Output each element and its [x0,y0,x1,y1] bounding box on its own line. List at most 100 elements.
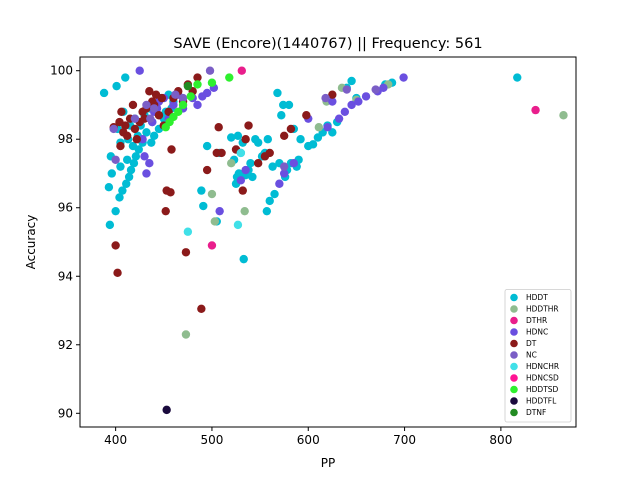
data-point-0-47 [227,133,236,142]
data-point-5-6 [171,90,180,99]
data-point-10-0 [183,81,193,91]
x-axis-label: PP [321,456,335,470]
data-point-3-28 [334,114,344,123]
data-point-4-15 [140,114,149,123]
data-point-3-11 [169,100,178,110]
data-point-2-1 [237,66,246,75]
data-point-0-19 [126,165,136,175]
legend-label-6: HDNCHR [526,362,559,371]
data-point-4-32 [181,248,191,257]
data-point-0-71 [277,111,286,120]
data-point-2-0 [207,241,217,250]
data-point-4-10 [128,100,138,110]
data-point-0-55 [239,254,248,264]
y-tick-label-3: 96 [58,201,73,215]
data-point-0-68 [270,189,279,199]
data-point-5-8 [205,66,215,75]
data-point-4-21 [154,111,164,120]
data-point-3-30 [347,100,356,110]
data-point-2-2 [531,105,540,115]
data-point-0-59 [248,172,257,182]
data-point-4-42 [238,186,247,195]
data-point-4-7 [121,121,130,130]
data-point-8-3 [174,107,183,117]
data-point-0-42 [197,186,206,195]
x-tick-label-1: 500 [200,433,223,447]
data-point-5-11 [342,85,351,94]
data-point-4-51 [328,90,337,99]
legend-label-3: HDNC [526,328,548,337]
data-point-4-8 [122,131,132,140]
legend-label-10: DTNF [526,408,546,417]
data-point-0-2 [105,220,115,230]
legend-label-9: HDDTFL [526,397,557,406]
data-point-4-17 [145,87,154,96]
data-point-8-6 [193,80,202,89]
data-point-0-1 [104,182,114,192]
data-point-3-15 [193,100,202,110]
data-point-3-1 [138,135,147,144]
y-axis-ticks: 90 92 94 96 98 100 [50,64,80,420]
legend-marker-0 [510,293,518,302]
data-point-8-7 [207,78,217,87]
data-point-0-58 [246,159,255,168]
data-point-0-11 [118,186,127,195]
data-point-5-4 [146,114,155,123]
data-point-3-26 [323,123,332,132]
y-tick-label-2: 94 [58,269,73,283]
data-point-4-22 [157,93,167,103]
data-point-0-17 [124,172,134,182]
data-point-3-27 [328,97,337,106]
data-point-4-12 [132,135,142,144]
legend-box [504,289,572,423]
data-point-4-5 [117,107,126,117]
data-point-5-10 [321,93,330,103]
data-point-6-0 [183,227,193,236]
data-point-3-4 [145,159,154,168]
data-point-4-11 [130,124,140,134]
legend-marker-8 [510,385,518,394]
data-point-8-5 [186,92,195,101]
x-axis-ticks: 400 500 600 700 800 [104,427,512,447]
data-point-4-40 [217,148,226,158]
legend-marker-5 [510,351,518,359]
data-point-0-6 [112,81,121,91]
data-point-4-47 [265,148,274,158]
legend-label-0: HDDT [526,293,548,302]
data-point-4-50 [302,111,311,120]
data-point-0-61 [253,138,263,147]
legend-marker-4 [510,339,518,348]
data-point-0-29 [142,128,151,137]
data-point-0-4 [107,169,116,178]
data-point-0-67 [268,162,277,171]
y-tick-label-1: 92 [58,338,73,352]
data-point-1-4 [240,206,249,216]
legend-marker-9 [510,397,518,405]
data-point-3-34 [379,83,388,93]
data-point-3-32 [361,92,371,101]
data-point-4-1 [111,241,120,250]
data-point-0-93 [513,73,522,82]
data-point-3-22 [275,179,284,188]
plot-points [99,66,568,415]
plot-area-frame [79,56,577,428]
data-point-0-8 [115,193,124,202]
data-point-5-5 [149,104,159,113]
data-point-0-69 [273,88,282,98]
data-point-4-48 [279,131,289,140]
y-axis-label: Accuracy [24,215,38,270]
data-point-3-29 [340,107,350,117]
data-point-3-0 [135,66,144,75]
data-point-4-44 [244,121,253,130]
data-point-1-2 [210,217,220,226]
data-point-5-3 [142,100,151,110]
data-point-8-4 [178,100,188,110]
data-point-1-0 [181,330,191,339]
data-point-1-10 [559,111,568,120]
data-point-8-8 [225,73,234,82]
data-point-0-14 [122,179,131,188]
data-point-0-75 [284,100,294,110]
data-point-3-23 [279,169,289,178]
data-point-5-1 [111,155,120,164]
data-point-0-0 [99,88,109,98]
